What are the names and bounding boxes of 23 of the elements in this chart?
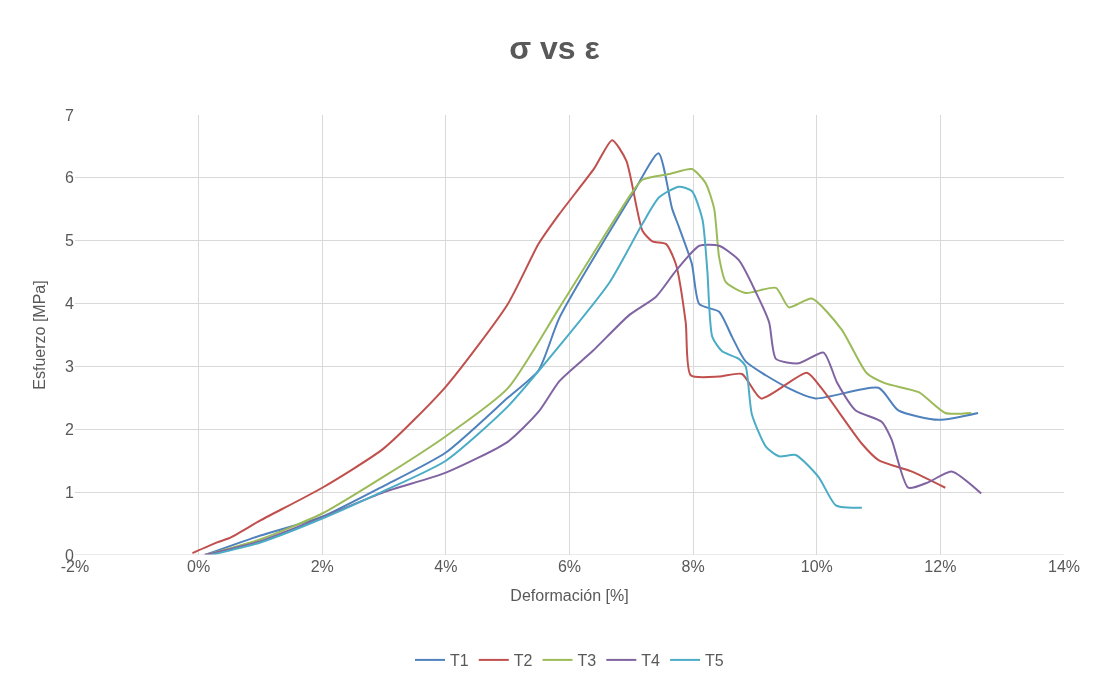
legend-label: T3 (577, 652, 597, 670)
legend-label: T5 (705, 652, 724, 670)
y-tick-label: 7 (65, 106, 75, 124)
x-tick-label: 6% (557, 558, 582, 575)
y-tick-label: 5 (65, 232, 75, 250)
x-tick-label: 4% (434, 558, 458, 575)
legend-label: T4 (641, 652, 661, 670)
x-tick-label: 14% (1047, 558, 1081, 575)
y-tick-label: 4 (65, 295, 75, 313)
x-tick-label: 12% (924, 558, 957, 575)
x-tick-label: 10% (800, 558, 833, 575)
y-tick-label: 1 (65, 483, 75, 501)
legend-label: T2 (513, 652, 533, 670)
y-tick-label: 2 (65, 420, 75, 438)
y-axis-title: Esfuerzo [MPa] (30, 280, 48, 390)
y-tick-label: 3 (65, 358, 75, 376)
y-tick-label: 6 (65, 169, 75, 187)
x-tick-label: 2% (310, 558, 334, 575)
x-axis-title: Deformación [%] (510, 586, 629, 604)
x-tick-label: 8% (681, 558, 705, 575)
chart-title: σ vs ε (509, 30, 600, 67)
x-tick-label: 0% (187, 558, 211, 575)
legend-label: T1 (450, 652, 469, 670)
